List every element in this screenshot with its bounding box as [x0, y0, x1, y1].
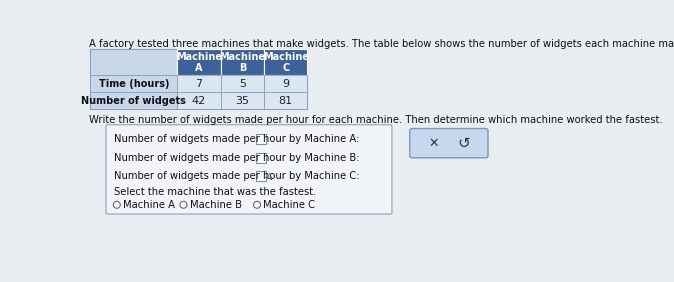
Text: 35: 35	[235, 96, 249, 106]
Text: Machine A: Machine A	[123, 200, 175, 210]
Text: Select the machine that was the fastest.: Select the machine that was the fastest.	[114, 187, 316, 197]
Bar	[220, 75, 264, 92]
Circle shape	[180, 201, 187, 208]
Text: Number of widgets made per hour by Machine B:: Number of widgets made per hour by Machi…	[114, 153, 359, 163]
Bar	[255, 153, 266, 163]
Bar	[177, 75, 220, 92]
Bar	[90, 92, 177, 109]
Bar	[255, 134, 266, 144]
Bar	[90, 49, 177, 75]
Text: 9: 9	[282, 79, 289, 89]
Text: Number of widgets: Number of widgets	[82, 96, 186, 106]
Text: Machine C: Machine C	[264, 200, 315, 210]
FancyBboxPatch shape	[410, 129, 488, 158]
Bar	[264, 92, 307, 109]
Bar	[90, 49, 307, 109]
Circle shape	[113, 201, 120, 208]
Circle shape	[253, 201, 261, 208]
Bar	[177, 92, 220, 109]
Text: ↺: ↺	[457, 136, 470, 151]
Bar	[220, 92, 264, 109]
Bar	[177, 49, 220, 75]
Bar	[220, 49, 264, 75]
Text: 5: 5	[239, 79, 246, 89]
Text: Time (hours): Time (hours)	[98, 79, 169, 89]
Text: Number of widgets made per hour by Machine C:: Number of widgets made per hour by Machi…	[114, 171, 359, 181]
Bar	[264, 49, 307, 75]
Text: 42: 42	[192, 96, 206, 106]
Text: Machine
B: Machine B	[219, 52, 266, 73]
Bar	[255, 171, 266, 181]
Text: Machine B: Machine B	[189, 200, 242, 210]
Bar	[90, 75, 177, 92]
Text: 81: 81	[278, 96, 293, 106]
Text: 7: 7	[195, 79, 202, 89]
Text: Write the number of widgets made per hour for each machine. Then determine which: Write the number of widgets made per hou…	[89, 115, 663, 125]
Text: Machine
C: Machine C	[263, 52, 309, 73]
FancyBboxPatch shape	[106, 125, 392, 214]
Text: Number of widgets made per hour by Machine A:: Number of widgets made per hour by Machi…	[114, 134, 359, 144]
Text: Machine
A: Machine A	[176, 52, 222, 73]
Bar	[264, 75, 307, 92]
Text: A factory tested three machines that make widgets. The table below shows the num: A factory tested three machines that mak…	[89, 39, 674, 49]
Text: ✕: ✕	[429, 137, 439, 150]
